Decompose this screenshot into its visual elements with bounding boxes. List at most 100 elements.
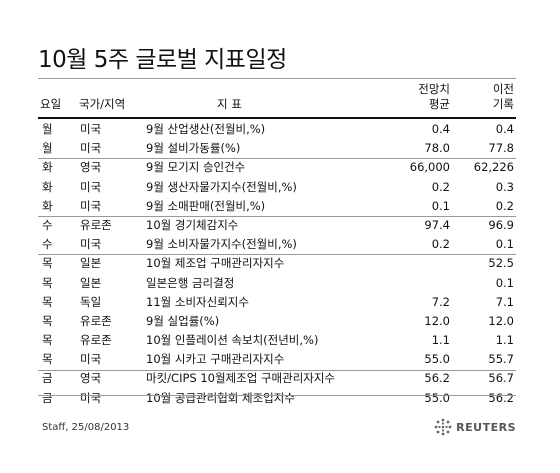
table-header: 요일 국가/지역 지 표 전망치 평균 이전 기록 (0, 80, 560, 116)
country-cell: 유로존 (80, 313, 112, 328)
table-row: 화 영국 9월 모기지 승인건수 66,000 62,226 (0, 158, 560, 177)
table-body: 월 미국 9월 산업생산(전월비,%) 0.4 0.4 월 미국 9월 설비가동률(%) 78.… (0, 120, 560, 408)
table-row: 월 미국 9월 산업생산(전월비,%) 0.4 0.4 (0, 120, 560, 139)
indicator-cell: 9월 모기지 승인건수 (146, 160, 246, 175)
previous-cell: 56.2 (488, 390, 514, 405)
previous-cell: 12.0 (488, 313, 514, 328)
day-cell: 금 (42, 390, 53, 405)
day-divider (38, 216, 516, 217)
day-cell: 목 (42, 313, 53, 328)
previous-cell: 0.3 (495, 179, 514, 194)
table-row: 목 독일 11월 소비자신뢰지수 7.2 7.1 (0, 293, 560, 312)
indicator-cell: 10월 경기체감지수 (146, 217, 239, 232)
indicator-cell: 10월 제조업 구매관리자지수 (146, 256, 285, 271)
previous-cell: 96.9 (488, 217, 514, 232)
day-cell: 목 (42, 333, 53, 348)
indicator-cell: 9월 실업률(%) (146, 313, 220, 328)
day-cell: 수 (42, 217, 53, 232)
previous-cell: 52.5 (488, 256, 514, 271)
title-divider (38, 78, 516, 79)
table-row: 화 미국 9월 소매판매(전월비,%) 0.1 0.2 (0, 197, 560, 216)
header-previous-line2: 기록 (492, 97, 514, 111)
indicator-cell: 9월 소비자물가지수(전월비,%) (146, 237, 297, 252)
header-indicator: 지 표 (217, 97, 242, 111)
credit-line: Staff, 25/08/2013 (42, 422, 130, 433)
table-bottom-divider (38, 395, 516, 396)
indicator-cell: 마킷/CIPS 10월제조업 구매관리자지수 (146, 371, 336, 386)
country-cell: 미국 (80, 122, 102, 136)
previous-cell: 0.1 (495, 275, 514, 290)
country-cell: 영국 (80, 371, 102, 386)
forecast-cell: 0.4 (431, 122, 450, 136)
country-cell: 미국 (80, 237, 102, 252)
header-forecast-line1: 전망치 (418, 82, 450, 96)
table-row: 화 미국 9월 생산자물가지수(전월비,%) 0.2 0.3 (0, 178, 560, 197)
country-cell: 일본 (80, 275, 102, 290)
day-cell: 목 (42, 275, 53, 290)
forecast-cell: 78.0 (424, 141, 450, 156)
previous-cell: 0.2 (495, 198, 514, 213)
day-divider (38, 158, 516, 160)
indicator-cell: 9월 소매판매(전월비,%) (146, 198, 266, 213)
reuters-logo: REUTERS (434, 417, 516, 437)
table-row: 수 미국 9월 소비자물가지수(전월비,%) 0.2 0.1 (0, 235, 560, 254)
forecast-cell: 0.1 (431, 198, 450, 213)
header-divider (38, 117, 516, 119)
day-cell: 목 (42, 352, 53, 367)
table-row: 목 일본 일본은행 금리결정 0.1 (0, 274, 560, 293)
forecast-cell: 1.1 (431, 333, 450, 348)
table-row: 수 유로존 10월 경기체감지수 97.4 96.9 (0, 216, 560, 235)
forecast-cell: 97.4 (424, 217, 450, 232)
table-row: 월 미국 9월 설비가동률(%) 78.0 77.8 (0, 139, 560, 158)
forecast-cell: 66,000 (409, 160, 450, 175)
table-row: 목 유로존 9월 실업률(%) 12.0 12.0 (0, 312, 560, 331)
forecast-cell: 12.0 (424, 313, 450, 328)
day-cell: 금 (42, 371, 53, 386)
day-cell: 화 (42, 160, 53, 175)
country-cell: 미국 (80, 141, 102, 156)
previous-cell: 7.1 (495, 294, 514, 309)
forecast-cell: 55.0 (424, 352, 450, 367)
header-forecast-line2: 평균 (428, 97, 450, 111)
country-cell: 일본 (80, 256, 102, 271)
day-cell: 목 (42, 256, 53, 271)
indicator-cell: 11월 소비자신뢰지수 (146, 294, 249, 309)
day-divider (38, 369, 516, 371)
previous-cell: 0.1 (495, 237, 514, 252)
previous-cell: 62,226 (473, 160, 514, 175)
logo-text: REUTERS (456, 420, 516, 434)
country-cell: 미국 (80, 198, 102, 213)
forecast-cell: 0.2 (431, 179, 450, 194)
day-cell: 월 (42, 122, 53, 136)
table-row: 금 미국 10월 공급관리협회 제조업지수 55.0 56.2 (0, 389, 560, 408)
indicator-cell: 일본은행 금리결정 (146, 275, 235, 290)
country-cell: 미국 (80, 179, 102, 194)
indicator-cell: 9월 설비가동률(%) (146, 141, 241, 156)
header-previous-line1: 이전 (492, 82, 514, 96)
table-row: 목 미국 10월 시카고 구매관리자지수 55.0 55.7 (0, 350, 560, 369)
forecast-cell: 0.2 (431, 237, 450, 252)
page-title: 10월 5주 글로벌 지표일정 (38, 47, 287, 73)
country-cell: 미국 (80, 390, 102, 405)
day-cell: 월 (42, 141, 53, 156)
reuters-dots-icon (434, 418, 452, 436)
header-country: 국가/지역 (79, 97, 126, 111)
indicator-cell: 9월 산업생산(전월비,%) (146, 122, 266, 136)
previous-cell: 0.4 (495, 122, 514, 136)
indicator-cell: 10월 공급관리협회 제조업지수 (146, 390, 295, 405)
indicator-cell: 9월 생산자물가지수(전월비,%) (146, 179, 297, 194)
table-row: 금 영국 마킷/CIPS 10월제조업 구매관리자지수 56.2 56.7 (0, 369, 560, 388)
day-cell: 화 (42, 198, 53, 213)
country-cell: 미국 (80, 352, 102, 367)
indicator-cell: 10월 시카고 구매관리자지수 (146, 352, 285, 367)
previous-cell: 55.7 (488, 352, 514, 367)
country-cell: 독일 (80, 294, 102, 309)
country-cell: 영국 (80, 160, 102, 175)
forecast-cell: 7.2 (431, 294, 450, 309)
table-row: 목 일본 10월 제조업 구매관리자지수 52.5 (0, 254, 560, 273)
day-divider (38, 254, 516, 256)
forecast-cell: 56.2 (424, 371, 450, 386)
country-cell: 유로존 (80, 217, 112, 232)
indicator-cell: 10월 인플레이션 속보치(전년비,%) (146, 333, 319, 348)
previous-cell: 77.8 (488, 141, 514, 156)
